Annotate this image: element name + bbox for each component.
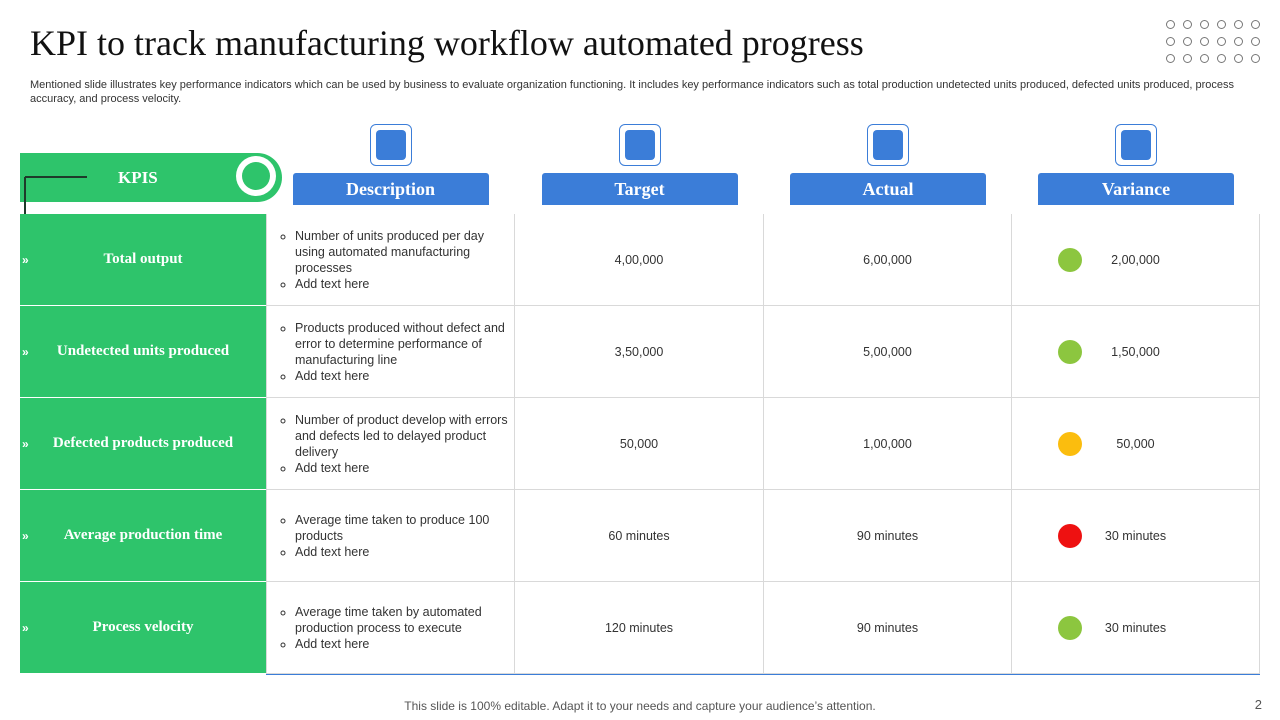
- description-cell: Products produced without defect and err…: [266, 306, 515, 398]
- kpi-cell: Average production time: [20, 490, 266, 582]
- description-item: Add text here: [295, 544, 514, 560]
- actual-cell: 90 minutes: [764, 490, 1012, 582]
- variance-value: 30 minutes: [1104, 528, 1167, 543]
- actual-cell: 1,00,000: [764, 398, 1012, 490]
- row-marker: »: [22, 437, 29, 451]
- icon-glyph: [624, 130, 655, 160]
- description-item: Add text here: [295, 276, 514, 292]
- description-item: Add text here: [295, 460, 514, 476]
- description-item: Number of units produced per day using a…: [295, 228, 514, 276]
- variance-cell: 2,00,000: [1012, 214, 1260, 306]
- status-dot: [1058, 616, 1082, 640]
- description-list: Number of units produced per day using a…: [267, 228, 514, 292]
- subtitle: Mentioned slide illustrates key performa…: [30, 79, 1234, 105]
- icon-glyph: [873, 130, 903, 160]
- column-icon: [867, 124, 909, 166]
- variance-cell: 30 minutes: [1012, 490, 1260, 582]
- status-dot: [1058, 340, 1082, 364]
- column-icon: [618, 124, 661, 166]
- target-cell: 3,50,000: [515, 306, 764, 398]
- description-cell: Average time taken by automated producti…: [266, 582, 515, 674]
- description-list: Number of product develop with errors an…: [267, 412, 514, 476]
- description-item: Products produced without defect and err…: [295, 320, 514, 368]
- variance-value: 1,50,000: [1111, 344, 1160, 359]
- icon-glyph: [1121, 130, 1151, 160]
- description-item: Number of product develop with errors an…: [295, 412, 514, 460]
- column-header: Actual: [790, 173, 986, 205]
- column-icon: [1115, 124, 1157, 166]
- description-list: Average time taken to produce 100 produc…: [267, 512, 514, 560]
- variance-value: 2,00,000: [1111, 252, 1160, 267]
- variance-value: 50,000: [1116, 436, 1155, 451]
- description-cell: Number of product develop with errors an…: [266, 398, 515, 490]
- description-item: Add text here: [295, 368, 514, 384]
- icon-glyph: [375, 130, 406, 160]
- row-marker: »: [22, 253, 29, 267]
- kpi-cell: Process velocity: [20, 582, 266, 674]
- page-number: 2: [1254, 697, 1262, 712]
- kpi-cell: Undetected units produced: [20, 306, 266, 398]
- target-cell: 50,000: [515, 398, 764, 490]
- variance-value: 30 minutes: [1104, 620, 1167, 635]
- status-dot: [1058, 432, 1082, 456]
- target-cell: 120 minutes: [515, 582, 764, 674]
- description-cell: Average time taken to produce 100 produc…: [266, 490, 515, 582]
- row-marker: »: [22, 621, 29, 635]
- status-dot: [1058, 524, 1082, 548]
- column-header: Variance: [1038, 173, 1234, 205]
- column-header: Target: [541, 173, 738, 205]
- actual-cell: 6,00,000: [764, 214, 1012, 306]
- kpi-cell: Defected products produced: [20, 398, 266, 490]
- variance-cell: 30 minutes: [1012, 582, 1260, 674]
- target-cell: 60 minutes: [515, 490, 764, 582]
- variance-cell: 1,50,000: [1012, 306, 1260, 398]
- target-cell: 4,00,000: [515, 214, 764, 306]
- column-header: Description: [292, 173, 489, 205]
- description-item: Average time taken to produce 100 produc…: [295, 512, 514, 544]
- actual-cell: 5,00,000: [764, 306, 1012, 398]
- footer-note: This slide is 100% editable. Adapt it to…: [404, 699, 876, 713]
- variance-cell: 50,000: [1012, 398, 1260, 490]
- description-list: Products produced without defect and err…: [267, 320, 514, 384]
- kpi-header-label: KPIS: [118, 168, 158, 187]
- row-marker: »: [22, 529, 29, 543]
- kpi-icon: [236, 156, 276, 196]
- description-item: Add text here: [295, 636, 514, 652]
- actual-cell: 90 minutes: [764, 582, 1012, 674]
- connector: [25, 176, 87, 178]
- column-icon: [369, 124, 412, 166]
- title: KPI to track manufacturing workflow auto…: [30, 23, 864, 63]
- description-list: Average time taken by automated producti…: [267, 604, 514, 652]
- table-bottom: [266, 673, 1260, 675]
- description-cell: Number of units produced per day using a…: [266, 214, 515, 306]
- decoration: [1166, 20, 1268, 63]
- kpi-cell: Total output: [20, 214, 266, 306]
- status-dot: [1058, 248, 1082, 272]
- description-item: Average time taken by automated producti…: [295, 604, 514, 636]
- row-marker: »: [22, 345, 29, 359]
